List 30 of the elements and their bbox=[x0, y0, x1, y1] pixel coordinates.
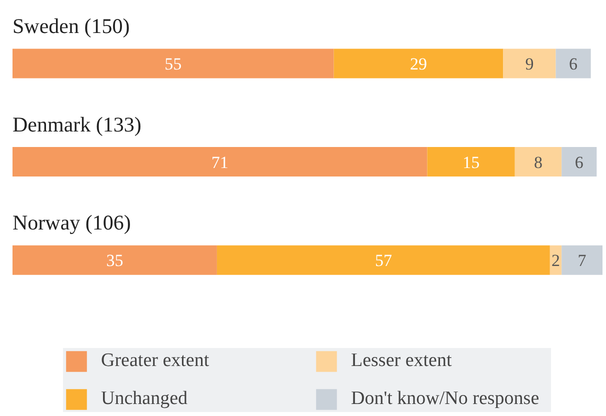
data-label: 7 bbox=[578, 251, 587, 270]
bar bbox=[556, 48, 591, 78]
data-label: 2 bbox=[552, 251, 560, 270]
bar bbox=[562, 245, 602, 275]
bar bbox=[427, 147, 515, 177]
bar bbox=[503, 48, 556, 78]
bar bbox=[12, 147, 428, 177]
data-label: 55 bbox=[164, 54, 182, 74]
data-label: 15 bbox=[462, 152, 480, 172]
y-tick-label: Norway (106) bbox=[12, 210, 131, 235]
data-label: 71 bbox=[211, 152, 228, 172]
legend-label: Unchanged bbox=[101, 388, 189, 410]
y-tick-label: Sweden (150) bbox=[12, 14, 130, 38]
legend-label: Greater extent bbox=[101, 350, 210, 372]
data-label: 8 bbox=[534, 152, 542, 172]
data-label: 57 bbox=[374, 251, 392, 270]
legend-label: Don't know/No response bbox=[351, 388, 540, 410]
data-label: 29 bbox=[410, 54, 427, 74]
bar bbox=[12, 245, 217, 275]
data-label: 6 bbox=[569, 54, 578, 74]
y-tick-label: Denmark (133) bbox=[12, 112, 142, 136]
legend-label: Lesser extent bbox=[351, 350, 453, 372]
bar bbox=[216, 245, 550, 275]
data-label: 9 bbox=[525, 54, 534, 74]
bar bbox=[562, 147, 597, 177]
bar bbox=[514, 147, 562, 177]
data-label: 6 bbox=[574, 152, 584, 172]
bar bbox=[334, 48, 504, 78]
bar bbox=[12, 48, 334, 78]
data-label: 35 bbox=[106, 251, 124, 270]
